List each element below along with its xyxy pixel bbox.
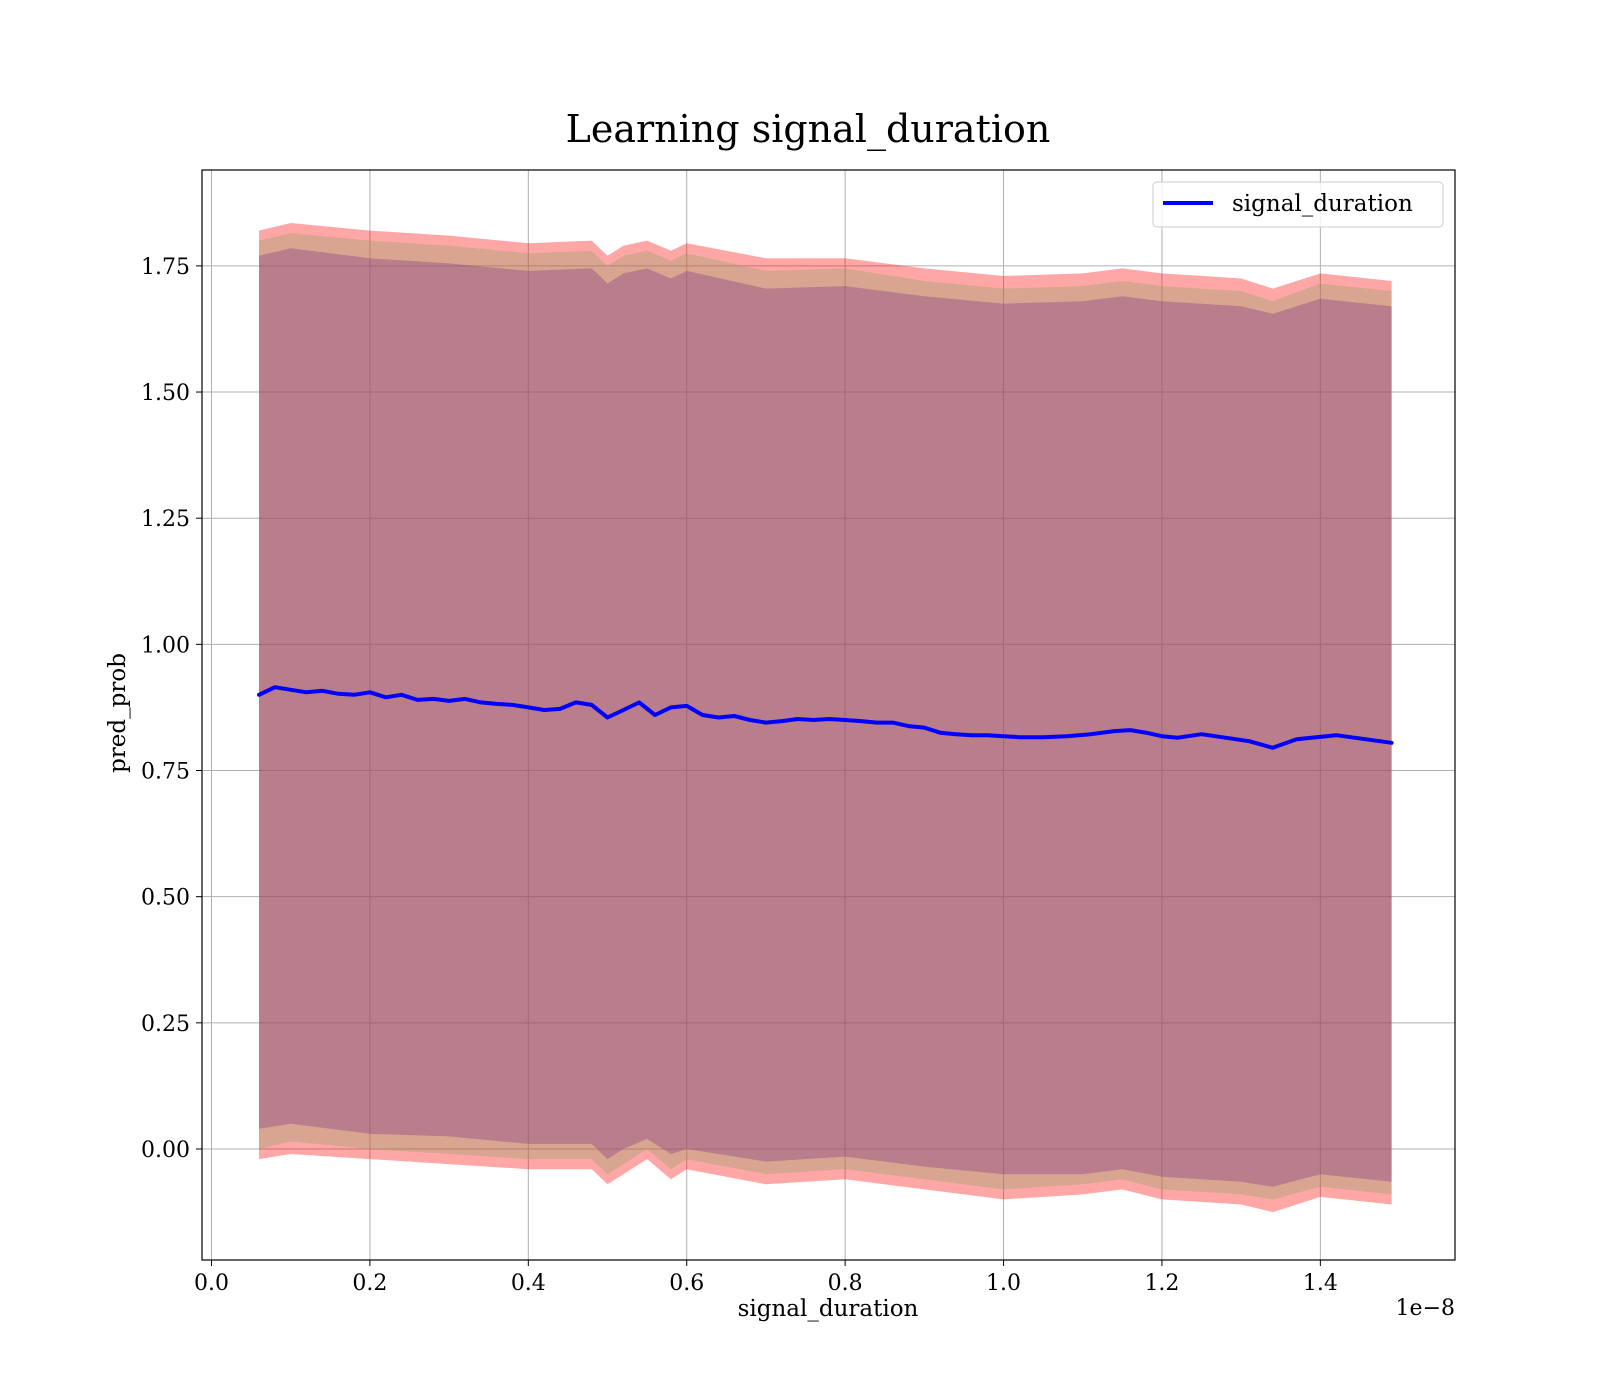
x-tick-label: 1.4 [1303,1271,1338,1296]
data-point [1160,734,1164,738]
data-point [463,697,467,701]
data-point [447,699,451,703]
data-point [605,715,610,720]
data-point [1199,732,1204,736]
axis-ticks: 0.0 0.2 0.4 0.6 0.8 1.0 1.2 1.4 0.00 0.25 0.50 0.75… [141,255,1338,1296]
data-point [891,720,895,725]
data-point [1065,734,1069,738]
data-point [352,693,356,697]
data-point [986,733,990,737]
x-tick-label: 0.8 [828,1271,863,1296]
data-point [780,719,784,723]
middle-band [259,233,1392,1200]
data-point [716,715,721,720]
y-tick-label: 1.25 [141,507,190,532]
data-point [1247,739,1251,743]
data-point [479,700,483,704]
x-tick-label: 1.2 [1144,1271,1179,1296]
y-axis-label: pred_prob [105,653,131,773]
data-point [1001,734,1006,738]
grid [202,170,1455,1260]
x-tick-label: 1.0 [986,1271,1021,1296]
data-point [399,693,404,697]
x-tick-label: 0.2 [352,1271,387,1296]
y-tick-label: 0.25 [141,1012,190,1037]
data-point [700,713,705,717]
y-tick-label: 1.50 [141,381,190,406]
data-point [1112,729,1117,733]
data-point [590,703,594,707]
data-point [748,718,752,722]
data-point [1144,731,1148,735]
data-point [1223,736,1227,740]
data-point [637,700,641,704]
data-point [1334,733,1338,737]
data-point [621,708,625,712]
x-axis-offset-label: 1e−8 [1396,1296,1455,1321]
y-tick-label: 0.75 [141,760,190,785]
data-point [384,695,388,699]
data-point [685,704,689,708]
data-point [542,708,546,712]
data-point [732,714,736,718]
x-tick-label: 0.0 [194,1271,229,1296]
data-point [764,720,768,725]
data-point [859,719,863,723]
data-point [669,705,673,710]
data-point [320,689,324,693]
data-point [1390,741,1394,745]
data-point [431,697,435,701]
data-point [1128,728,1132,732]
series-line-0 [257,685,1394,750]
data-point [336,692,340,696]
plot-area-frame [201,169,1456,1261]
data-point [875,720,879,725]
legend-entry-signal-duration: signal_duration [1232,191,1413,217]
x-axis-label: signal_duration [738,1296,919,1322]
data-point [922,726,926,730]
data-point [289,688,293,692]
data-point [574,700,578,704]
data-point [1176,736,1180,740]
data-point [495,702,499,706]
data-point [827,717,831,721]
legend-box [1152,181,1444,228]
y-tick-label: 0.00 [141,1138,190,1163]
data-point [938,731,942,735]
data-point [954,732,958,736]
data-point [1089,732,1093,736]
data-point [906,724,911,728]
y-tick-label: 1.00 [141,633,190,658]
data-point [257,693,261,697]
data-point [368,690,372,694]
data-point [653,713,657,717]
data-point [304,690,309,694]
data-point [558,707,562,711]
data-point [796,717,800,721]
x-tick-label: 0.6 [669,1271,704,1296]
data-point [415,698,420,702]
data-point [1294,737,1299,741]
x-tick-label: 0.4 [511,1271,546,1296]
chart-title: Learning signal_duration [566,107,1051,152]
series-lines [257,685,1394,750]
data-point [510,703,515,707]
data-point [811,718,816,722]
data-point [1041,735,1045,739]
y-tick-label: 0.50 [141,886,190,911]
data-point [1017,735,1021,739]
y-tick-label: 1.75 [141,255,190,280]
data-point [273,685,277,689]
data-point [1271,746,1275,750]
data-point [526,705,530,710]
data-point [970,733,974,737]
data-point [843,718,847,722]
legend: signal_duration [1152,181,1444,228]
